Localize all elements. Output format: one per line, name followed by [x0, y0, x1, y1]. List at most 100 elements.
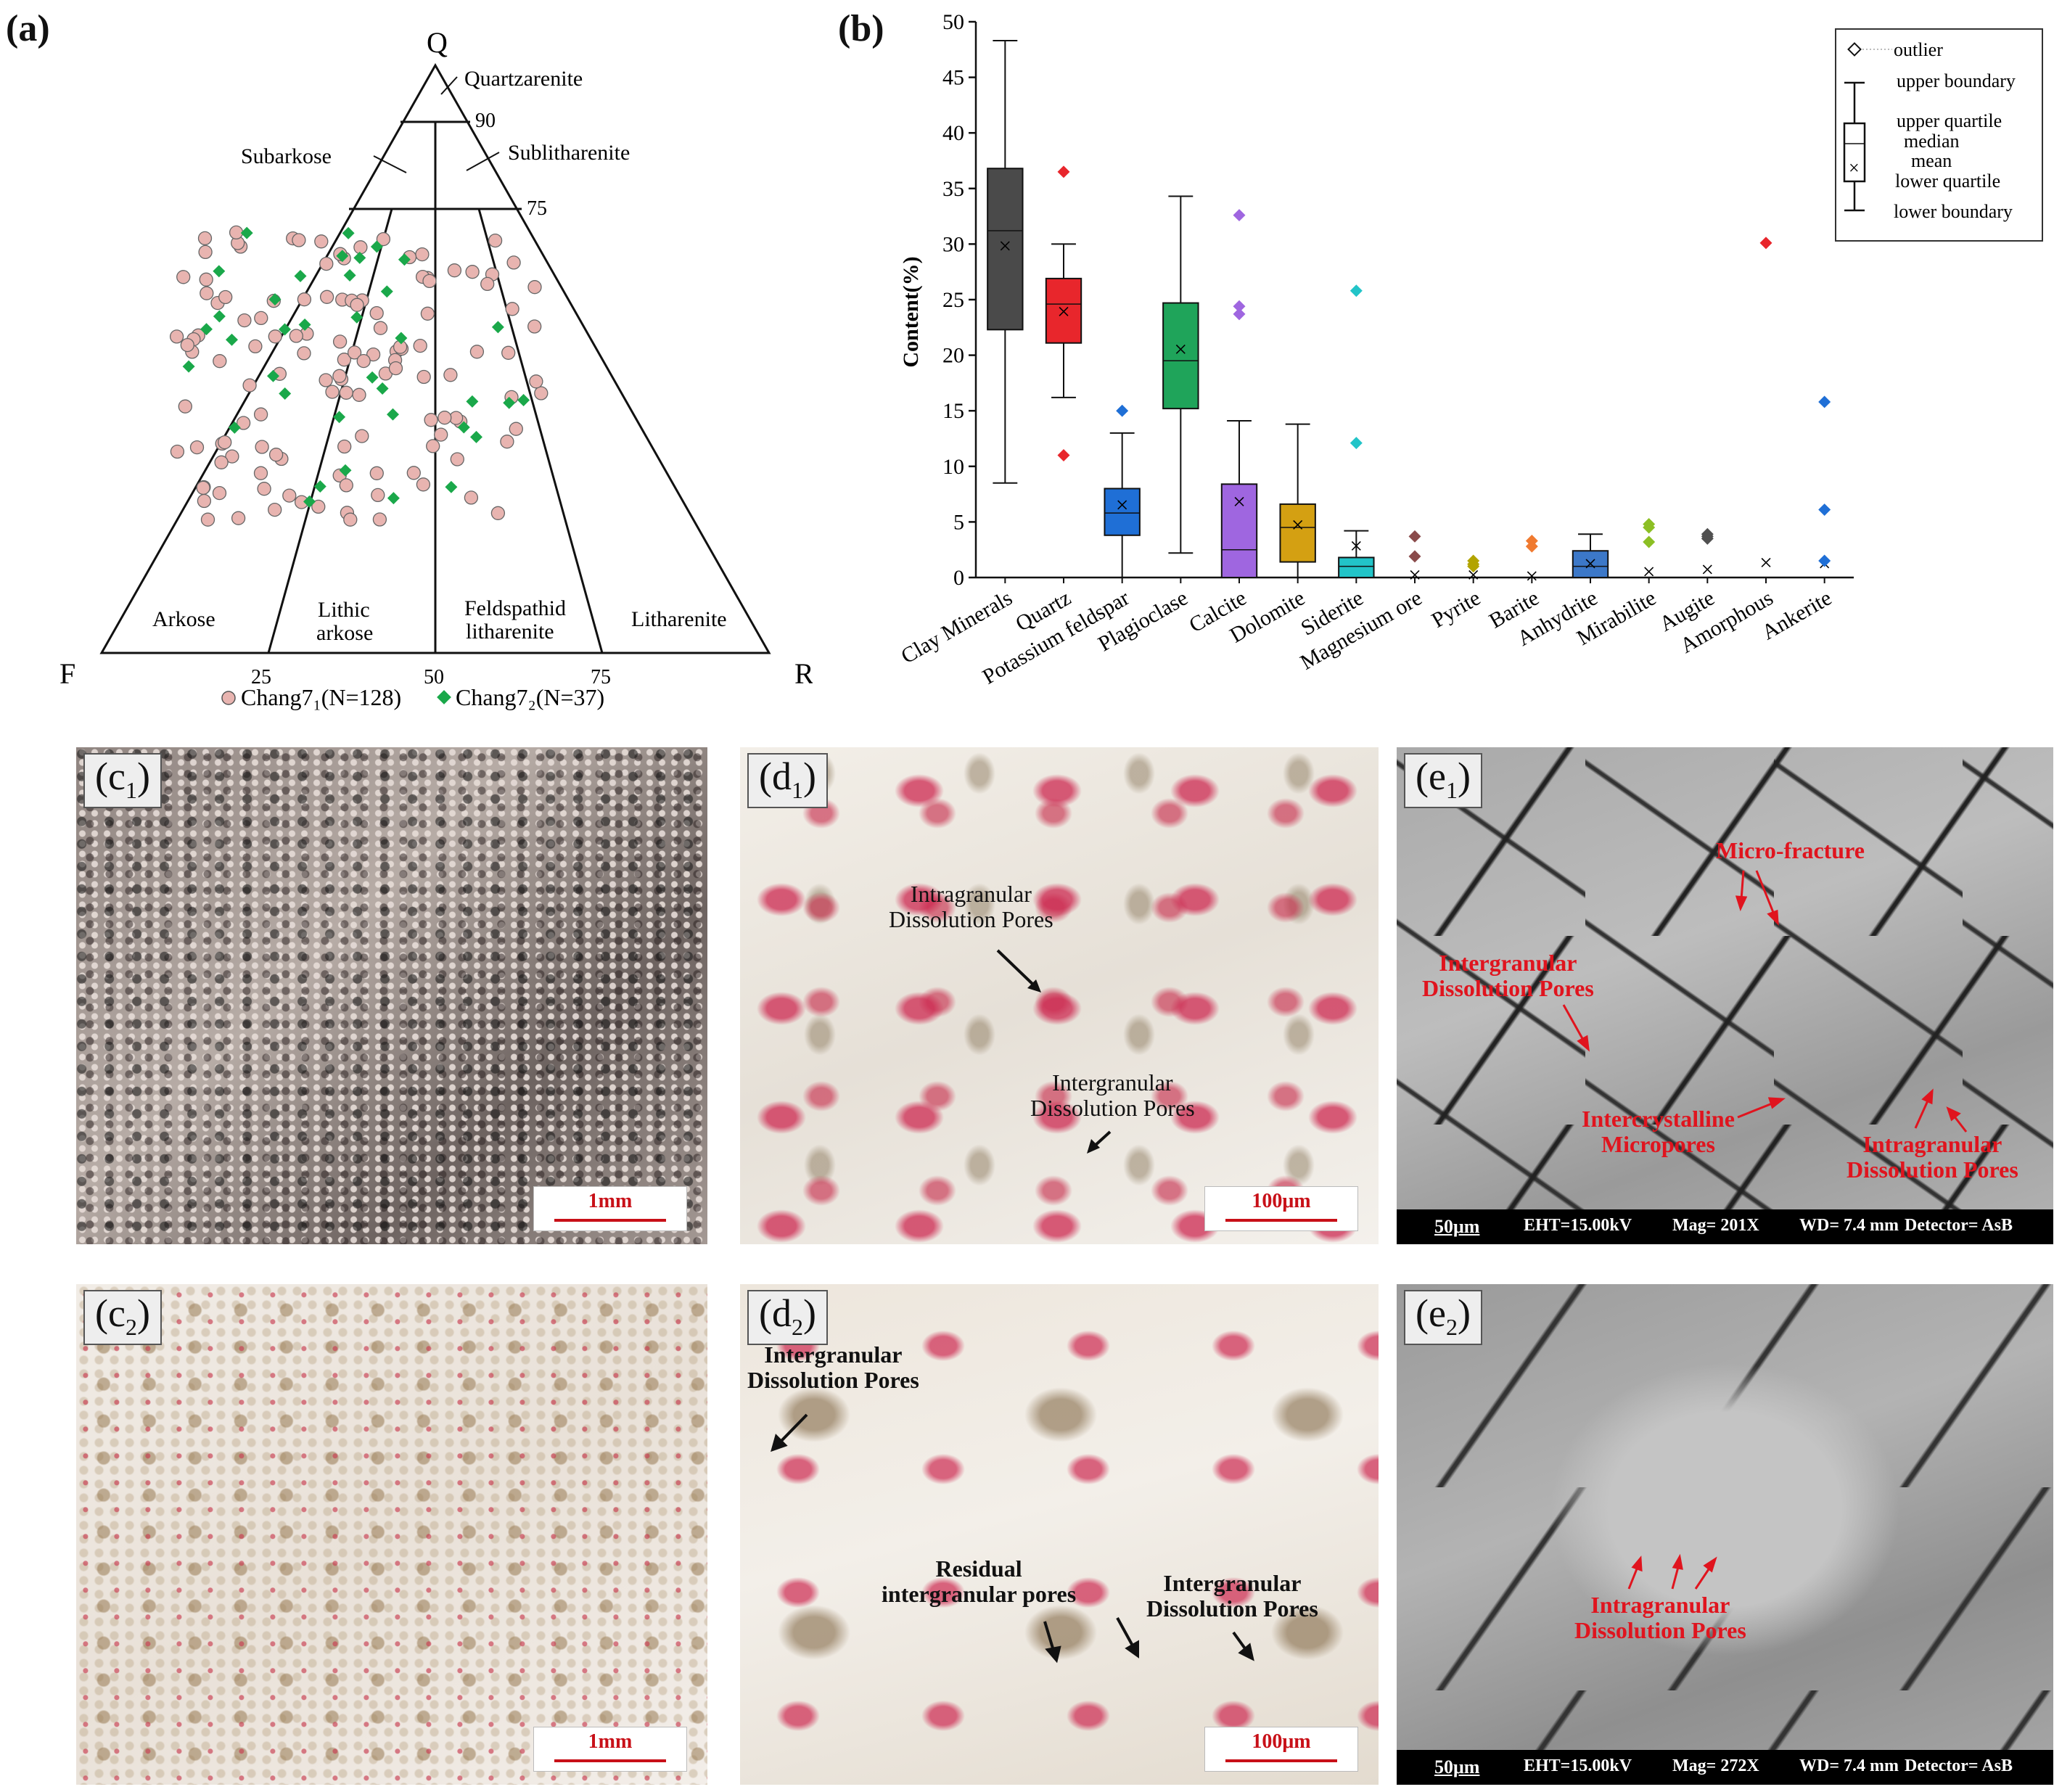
y-tick-label: 50 — [942, 10, 964, 34]
outlier-point — [1818, 395, 1831, 408]
chang71-point — [319, 289, 334, 304]
chang71-point — [366, 347, 381, 362]
y-tick-label: 45 — [942, 66, 964, 90]
outlier-point — [1408, 550, 1421, 563]
chang72-point — [457, 421, 470, 434]
chang71-point — [447, 263, 462, 278]
box-body — [1104, 488, 1141, 536]
svg-text:×: × — [1849, 157, 1860, 178]
chang71-point — [339, 478, 353, 493]
chang71-point — [257, 482, 271, 496]
chang72-point — [279, 387, 292, 400]
y-tick-label: 15 — [942, 399, 964, 423]
chang71-point — [319, 256, 334, 271]
x-tick-label: Pyrite — [1428, 585, 1485, 632]
legend-upper-quartile: upper quartile — [1897, 110, 2002, 131]
outlier-point — [1701, 532, 1714, 545]
chang72-point — [333, 411, 346, 424]
e2-sem-bar: 50μm EHT=15.00kV Mag= 272X WD= 7.4 mm De… — [1397, 1750, 2053, 1785]
chang72-point — [339, 464, 352, 477]
chang72-point — [517, 394, 530, 406]
box-7: × — [1396, 530, 1434, 588]
box-0: × — [987, 40, 1024, 484]
chang71-point — [372, 512, 387, 527]
box-1: × — [1045, 165, 1083, 461]
chang71-point — [413, 338, 427, 353]
e1-sem-bar: 50μm EHT=15.00kV Mag= 201X WD= 7.4 mm De… — [1397, 1209, 2053, 1244]
chang71-point — [469, 345, 485, 359]
y-tick-label: 30 — [942, 232, 964, 256]
chang71-point — [527, 319, 542, 334]
chang71-point — [253, 466, 268, 480]
photo-e1-label: (e1) — [1404, 753, 1482, 809]
legend-lower-quartile: lower quartile — [1895, 170, 2000, 192]
chang71-point — [213, 354, 227, 369]
box-8: × — [1455, 554, 1492, 588]
chang71-point — [169, 329, 184, 344]
chang72-point — [366, 371, 379, 384]
chang71-point — [268, 448, 284, 462]
legend-upper-boundary: upper boundary — [1897, 70, 2016, 91]
divider-25 — [267, 208, 393, 654]
e1-arrows — [1562, 870, 1968, 1133]
legend-chang72-marker — [437, 690, 451, 704]
d1-arrows — [996, 949, 1112, 1154]
chang71-point — [231, 511, 246, 525]
chang71-point — [236, 416, 251, 430]
chang71-point — [242, 378, 257, 392]
box-13: × — [1747, 237, 1785, 579]
chang72-point — [240, 226, 253, 239]
chang72-point — [343, 269, 356, 281]
chang71-point — [332, 334, 348, 349]
chang72-point — [298, 318, 311, 331]
outlier-point — [1643, 521, 1656, 534]
chang71-point — [416, 477, 431, 492]
chang71-point — [253, 407, 268, 422]
photo-c1-label: (c1) — [83, 753, 162, 809]
photo-c1-scalebar: 1mm — [533, 1186, 687, 1231]
box-6: × — [1338, 284, 1375, 579]
chang72-point — [226, 333, 238, 346]
chang71-point — [350, 297, 364, 312]
chang71-point — [170, 444, 185, 459]
chang71-point — [311, 499, 326, 514]
chang72-point — [395, 332, 408, 345]
chang71-point — [339, 385, 353, 400]
chang71-point — [488, 233, 503, 248]
mean-marker: × — [1525, 562, 1538, 588]
chang71-point — [229, 225, 244, 240]
chang72-point — [228, 421, 241, 434]
chang71-point — [353, 240, 368, 255]
label-lithic-2: arkose — [316, 621, 373, 645]
chang71-point — [180, 337, 194, 353]
chang71-point — [420, 306, 435, 321]
quartzarenite-leader — [440, 76, 458, 95]
chang72-point — [353, 251, 366, 264]
chang71-point — [369, 466, 384, 480]
outlier-point — [1057, 448, 1070, 461]
chang71-point — [200, 286, 214, 300]
chang72-point — [470, 430, 482, 443]
outlier-point — [1818, 554, 1831, 567]
photo-e2: (e2) Intragranular Dissolution Pores 50μm… — [1397, 1284, 2053, 1785]
photo-d1-scalebar: 100μm — [1204, 1186, 1358, 1231]
chang71-point — [189, 440, 205, 455]
chang72-point — [380, 285, 393, 298]
chang71-point — [501, 345, 516, 360]
chang71-point — [426, 439, 440, 453]
chang71-point — [500, 435, 514, 449]
tick-b75: 75 — [591, 666, 611, 689]
mean-marker: × — [1759, 549, 1772, 575]
sublitharenite-leader — [466, 152, 500, 171]
chang71-point — [218, 435, 232, 450]
mean-marker: × — [1174, 336, 1187, 362]
chang71-point — [406, 466, 421, 480]
chang71-point — [282, 488, 297, 503]
chang71-point — [337, 439, 352, 454]
outlier-point — [1818, 504, 1831, 517]
mean-marker: × — [1701, 556, 1714, 582]
e1-intergranular-label: Intergranular Dissolution Pores — [1422, 950, 1594, 1002]
legend-median: median — [1904, 131, 1960, 152]
tick-b50: 50 — [424, 666, 444, 689]
chang72-point — [313, 480, 326, 493]
